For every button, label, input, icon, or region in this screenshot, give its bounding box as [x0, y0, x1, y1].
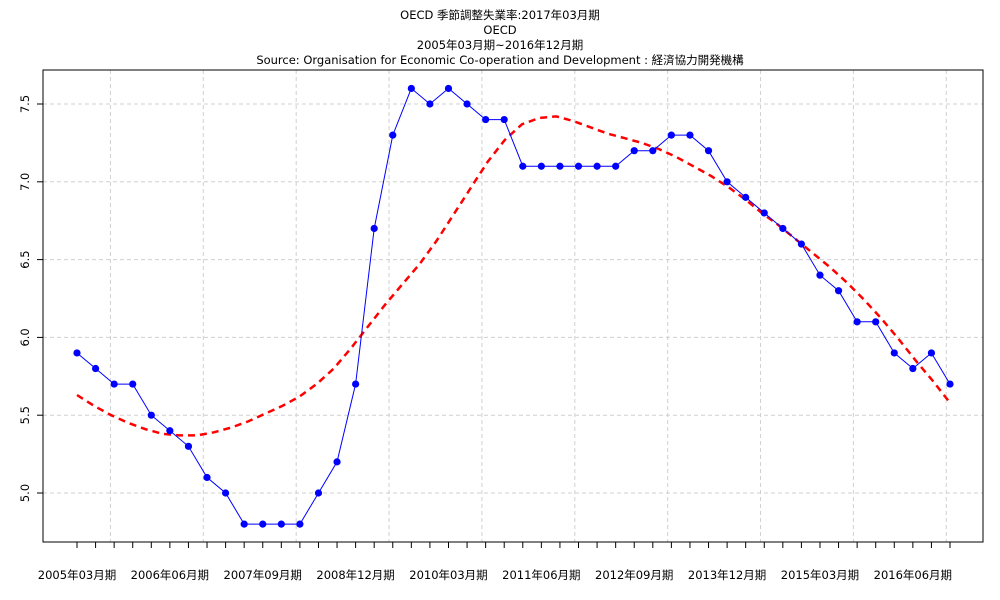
data-point [779, 224, 787, 233]
data-point [426, 100, 434, 108]
data-point [872, 318, 880, 326]
data-point [816, 271, 824, 279]
chart-titles: OECD 季節調整失業率:2017年03月期 OECD 2005年03月期~20… [0, 8, 1000, 68]
data-point [723, 178, 731, 186]
data-point [277, 520, 285, 528]
data-point [574, 162, 583, 170]
data-point [463, 100, 471, 108]
data-point [593, 162, 601, 170]
data-point [240, 520, 248, 528]
data-point [352, 380, 360, 388]
data-point [686, 131, 694, 139]
chart-subtitle-period: 2005年03月期~2016年12月期 [416, 38, 584, 52]
data-point [407, 84, 415, 93]
data-point [667, 131, 675, 139]
y-tick-label: 6.0 [18, 328, 32, 346]
data-point [927, 349, 936, 357]
unemployment-series [73, 84, 954, 528]
x-tick-label: 2012年09月期 [595, 568, 673, 582]
x-tick-label: 2007年09月期 [224, 568, 302, 582]
data-point [556, 162, 564, 170]
data-point [853, 318, 861, 326]
data-point [333, 458, 341, 466]
series-line [76, 87, 951, 525]
data-point [519, 162, 527, 170]
data-point [500, 115, 508, 124]
data-point [834, 287, 843, 295]
x-tick-label: 2011年06月期 [502, 568, 580, 582]
data-point [110, 380, 118, 388]
chart-title: OECD 季節調整失業率:2017年03月期 [400, 8, 600, 22]
data-point [946, 380, 954, 388]
chart-subtitle-region: OECD [483, 23, 517, 37]
data-point [166, 427, 174, 435]
data-point [742, 193, 750, 201]
data-point [704, 147, 713, 155]
chart-source: Source: Organisation for Economic Co-ope… [256, 53, 744, 67]
data-point [91, 364, 100, 373]
data-point [760, 209, 768, 217]
data-point [184, 442, 193, 450]
x-tick-label: 2015年03月期 [781, 568, 859, 582]
data-point [630, 147, 638, 155]
data-point [203, 473, 211, 482]
trend-series [76, 115, 951, 437]
y-tick-label: 7.5 [18, 95, 32, 113]
x-tick-label: 2013年12月期 [688, 568, 766, 582]
data-point [129, 380, 137, 388]
data-point [612, 162, 620, 170]
trend-line [76, 115, 951, 437]
x-tick-label: 2008年12月期 [316, 568, 394, 582]
x-tick-label: 2005年03月期 [38, 568, 116, 582]
data-point [909, 364, 917, 373]
y-tick-label: 5.5 [18, 406, 32, 424]
x-tick-label: 2010年03月期 [409, 568, 487, 582]
data-point [259, 520, 267, 528]
data-point [147, 411, 155, 419]
y-axis: 5.0 5.5 6.0 6.5 7.0 7.5 [18, 95, 43, 502]
grid-lines [43, 70, 983, 542]
x-tick-label: 2016年06月期 [874, 568, 952, 582]
data-point [314, 489, 323, 497]
data-point [482, 115, 490, 124]
data-point [296, 520, 304, 528]
x-axis: 2005年03月期 2006年06月期 2007年09月期 2008年12月期 2010… [38, 542, 952, 582]
data-point [221, 489, 230, 497]
data-point [797, 240, 806, 248]
plot-frame [42, 69, 984, 543]
data-point [649, 147, 657, 155]
data-point [73, 349, 81, 357]
y-tick-label: 5.0 [18, 484, 32, 502]
y-tick-label: 7.0 [18, 173, 32, 191]
x-tick-label: 2006年06月期 [131, 568, 209, 582]
data-point [370, 224, 378, 233]
y-tick-label: 6.5 [18, 250, 32, 268]
data-point [537, 162, 545, 170]
data-point [389, 131, 397, 139]
data-point [890, 349, 898, 357]
data-point [444, 84, 453, 93]
